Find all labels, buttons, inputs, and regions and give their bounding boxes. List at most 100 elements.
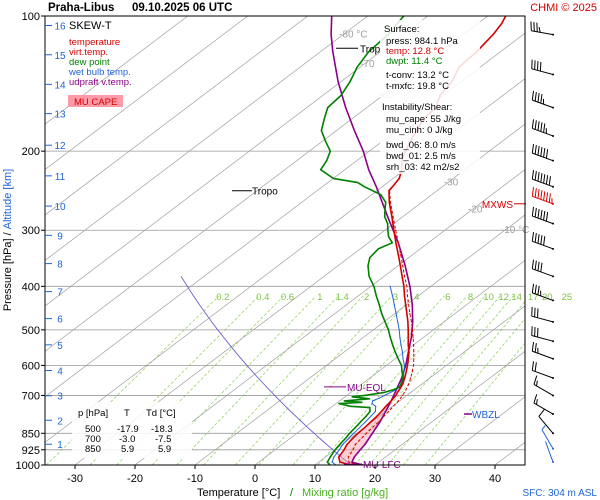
series-point bbox=[349, 432, 351, 434]
wind-barb-base bbox=[552, 357, 554, 360]
pressure-tick-label: 1000 bbox=[16, 460, 40, 472]
legend-temperature: temperature bbox=[69, 37, 120, 48]
mixing-ratio-label: 14 bbox=[511, 292, 522, 303]
wind-barb-feather bbox=[531, 232, 535, 242]
series-point bbox=[396, 392, 398, 394]
wind-barb-staff bbox=[531, 68, 554, 76]
x-axis-label-sep: / bbox=[290, 487, 294, 499]
series-point bbox=[403, 364, 406, 366]
mixing-ratio-line-4 bbox=[176, 295, 339, 465]
series-point bbox=[333, 456, 335, 458]
series-point bbox=[377, 248, 379, 250]
table-row-500-td: -18.3 bbox=[151, 424, 173, 435]
series-point bbox=[362, 150, 364, 152]
wind-barb-feather bbox=[543, 210, 546, 221]
surface-press: press: 984.1 hPa bbox=[386, 36, 459, 47]
wind-barb-staff bbox=[532, 292, 554, 301]
series-point bbox=[361, 401, 363, 403]
wind-barb-base bbox=[552, 299, 554, 302]
series-point bbox=[404, 265, 406, 267]
mixing-ratio-label: 4 bbox=[414, 292, 419, 303]
series-point bbox=[406, 285, 408, 287]
series-point bbox=[353, 130, 355, 132]
series-point bbox=[345, 107, 347, 109]
wind-barb-feather bbox=[543, 191, 546, 201]
series-point bbox=[329, 150, 331, 152]
surface-temp: temp: 12.8 °C bbox=[386, 46, 444, 57]
surface-panel: Surface: press: 984.1 hPa temp: 12.8 °C … bbox=[380, 20, 480, 174]
series-point bbox=[403, 275, 406, 277]
temperature-tick-labels: -30 -20 -10 0 10 20 30 40 bbox=[67, 465, 501, 485]
credit: CHMI © 2025 bbox=[530, 2, 597, 14]
temperature-tick-label: 0 bbox=[252, 473, 258, 485]
series-point bbox=[405, 304, 407, 306]
series-point bbox=[356, 66, 358, 68]
wind-barb-feather bbox=[531, 90, 535, 101]
series-point bbox=[373, 285, 375, 287]
series-point bbox=[397, 400, 399, 402]
wind-barb-staff bbox=[531, 315, 554, 323]
series-point bbox=[412, 321, 414, 323]
wind-barb-base bbox=[552, 376, 554, 379]
series-point bbox=[392, 344, 394, 346]
series-point bbox=[349, 81, 351, 83]
isotherm--70 bbox=[45, 16, 428, 307]
series-point bbox=[411, 304, 413, 306]
series-point bbox=[357, 432, 359, 434]
pressure-tick-label: 400 bbox=[22, 281, 40, 293]
wind-barb-feather bbox=[531, 342, 535, 352]
series-point bbox=[401, 371, 403, 373]
series-point bbox=[400, 254, 402, 256]
wind-barb-feather bbox=[534, 91, 537, 102]
series-point bbox=[397, 242, 399, 244]
series-point bbox=[384, 209, 386, 211]
mixing-ratio-label: 0.6 bbox=[281, 292, 294, 303]
series-point bbox=[401, 275, 403, 277]
series-point bbox=[338, 456, 340, 458]
isotherm-label: -20 bbox=[468, 205, 483, 216]
surface-panel-bg bbox=[380, 20, 480, 174]
series-point bbox=[365, 432, 367, 434]
wind-barb-base bbox=[552, 447, 554, 450]
dry-adiabat bbox=[180, 276, 352, 465]
wind-barb-staff bbox=[532, 268, 554, 277]
cape-area bbox=[338, 386, 401, 465]
series-point bbox=[345, 437, 347, 439]
series-point bbox=[339, 443, 341, 446]
wind-barb bbox=[531, 342, 554, 360]
x-axis-label-temperature: Temperature [°C] bbox=[197, 487, 280, 499]
altitude-tick-label: 3 bbox=[57, 392, 63, 403]
series-point bbox=[353, 432, 355, 434]
mixing-ratio-line-14 bbox=[403, 318, 525, 465]
isotherm--110 bbox=[45, 16, 188, 125]
series-point bbox=[380, 410, 382, 413]
series-point bbox=[364, 394, 366, 396]
mixing-ratio-line-12 bbox=[368, 295, 514, 465]
wind-barb-feather bbox=[540, 262, 543, 272]
series-point bbox=[343, 449, 345, 451]
series-point bbox=[400, 383, 402, 385]
mixing-ratio-label: 10 bbox=[483, 292, 494, 303]
series-point bbox=[360, 420, 362, 423]
trop-label: Trop bbox=[360, 44, 381, 55]
series-point bbox=[378, 397, 380, 399]
series-point bbox=[404, 377, 406, 379]
mixing-ratio-line-15 bbox=[424, 342, 525, 465]
wind-barb bbox=[533, 375, 554, 397]
wind-barb-staff bbox=[533, 402, 554, 415]
series-point bbox=[369, 410, 371, 413]
series-point bbox=[395, 229, 397, 231]
wind-barb-staff bbox=[532, 240, 554, 250]
wind-barb-staff bbox=[531, 335, 554, 342]
altitude-tick-label: 5 bbox=[57, 341, 63, 352]
series-point bbox=[402, 383, 404, 385]
wind-barb-feather bbox=[534, 284, 537, 294]
series-point bbox=[349, 405, 352, 407]
wind-barb-base bbox=[552, 432, 554, 435]
wind-barb-base bbox=[552, 320, 554, 323]
wind-barb bbox=[531, 326, 554, 343]
series-point bbox=[408, 383, 410, 385]
temperature-tick-label: 20 bbox=[369, 473, 381, 485]
wind-barb bbox=[531, 306, 554, 323]
wind-barb-staff bbox=[532, 215, 554, 225]
